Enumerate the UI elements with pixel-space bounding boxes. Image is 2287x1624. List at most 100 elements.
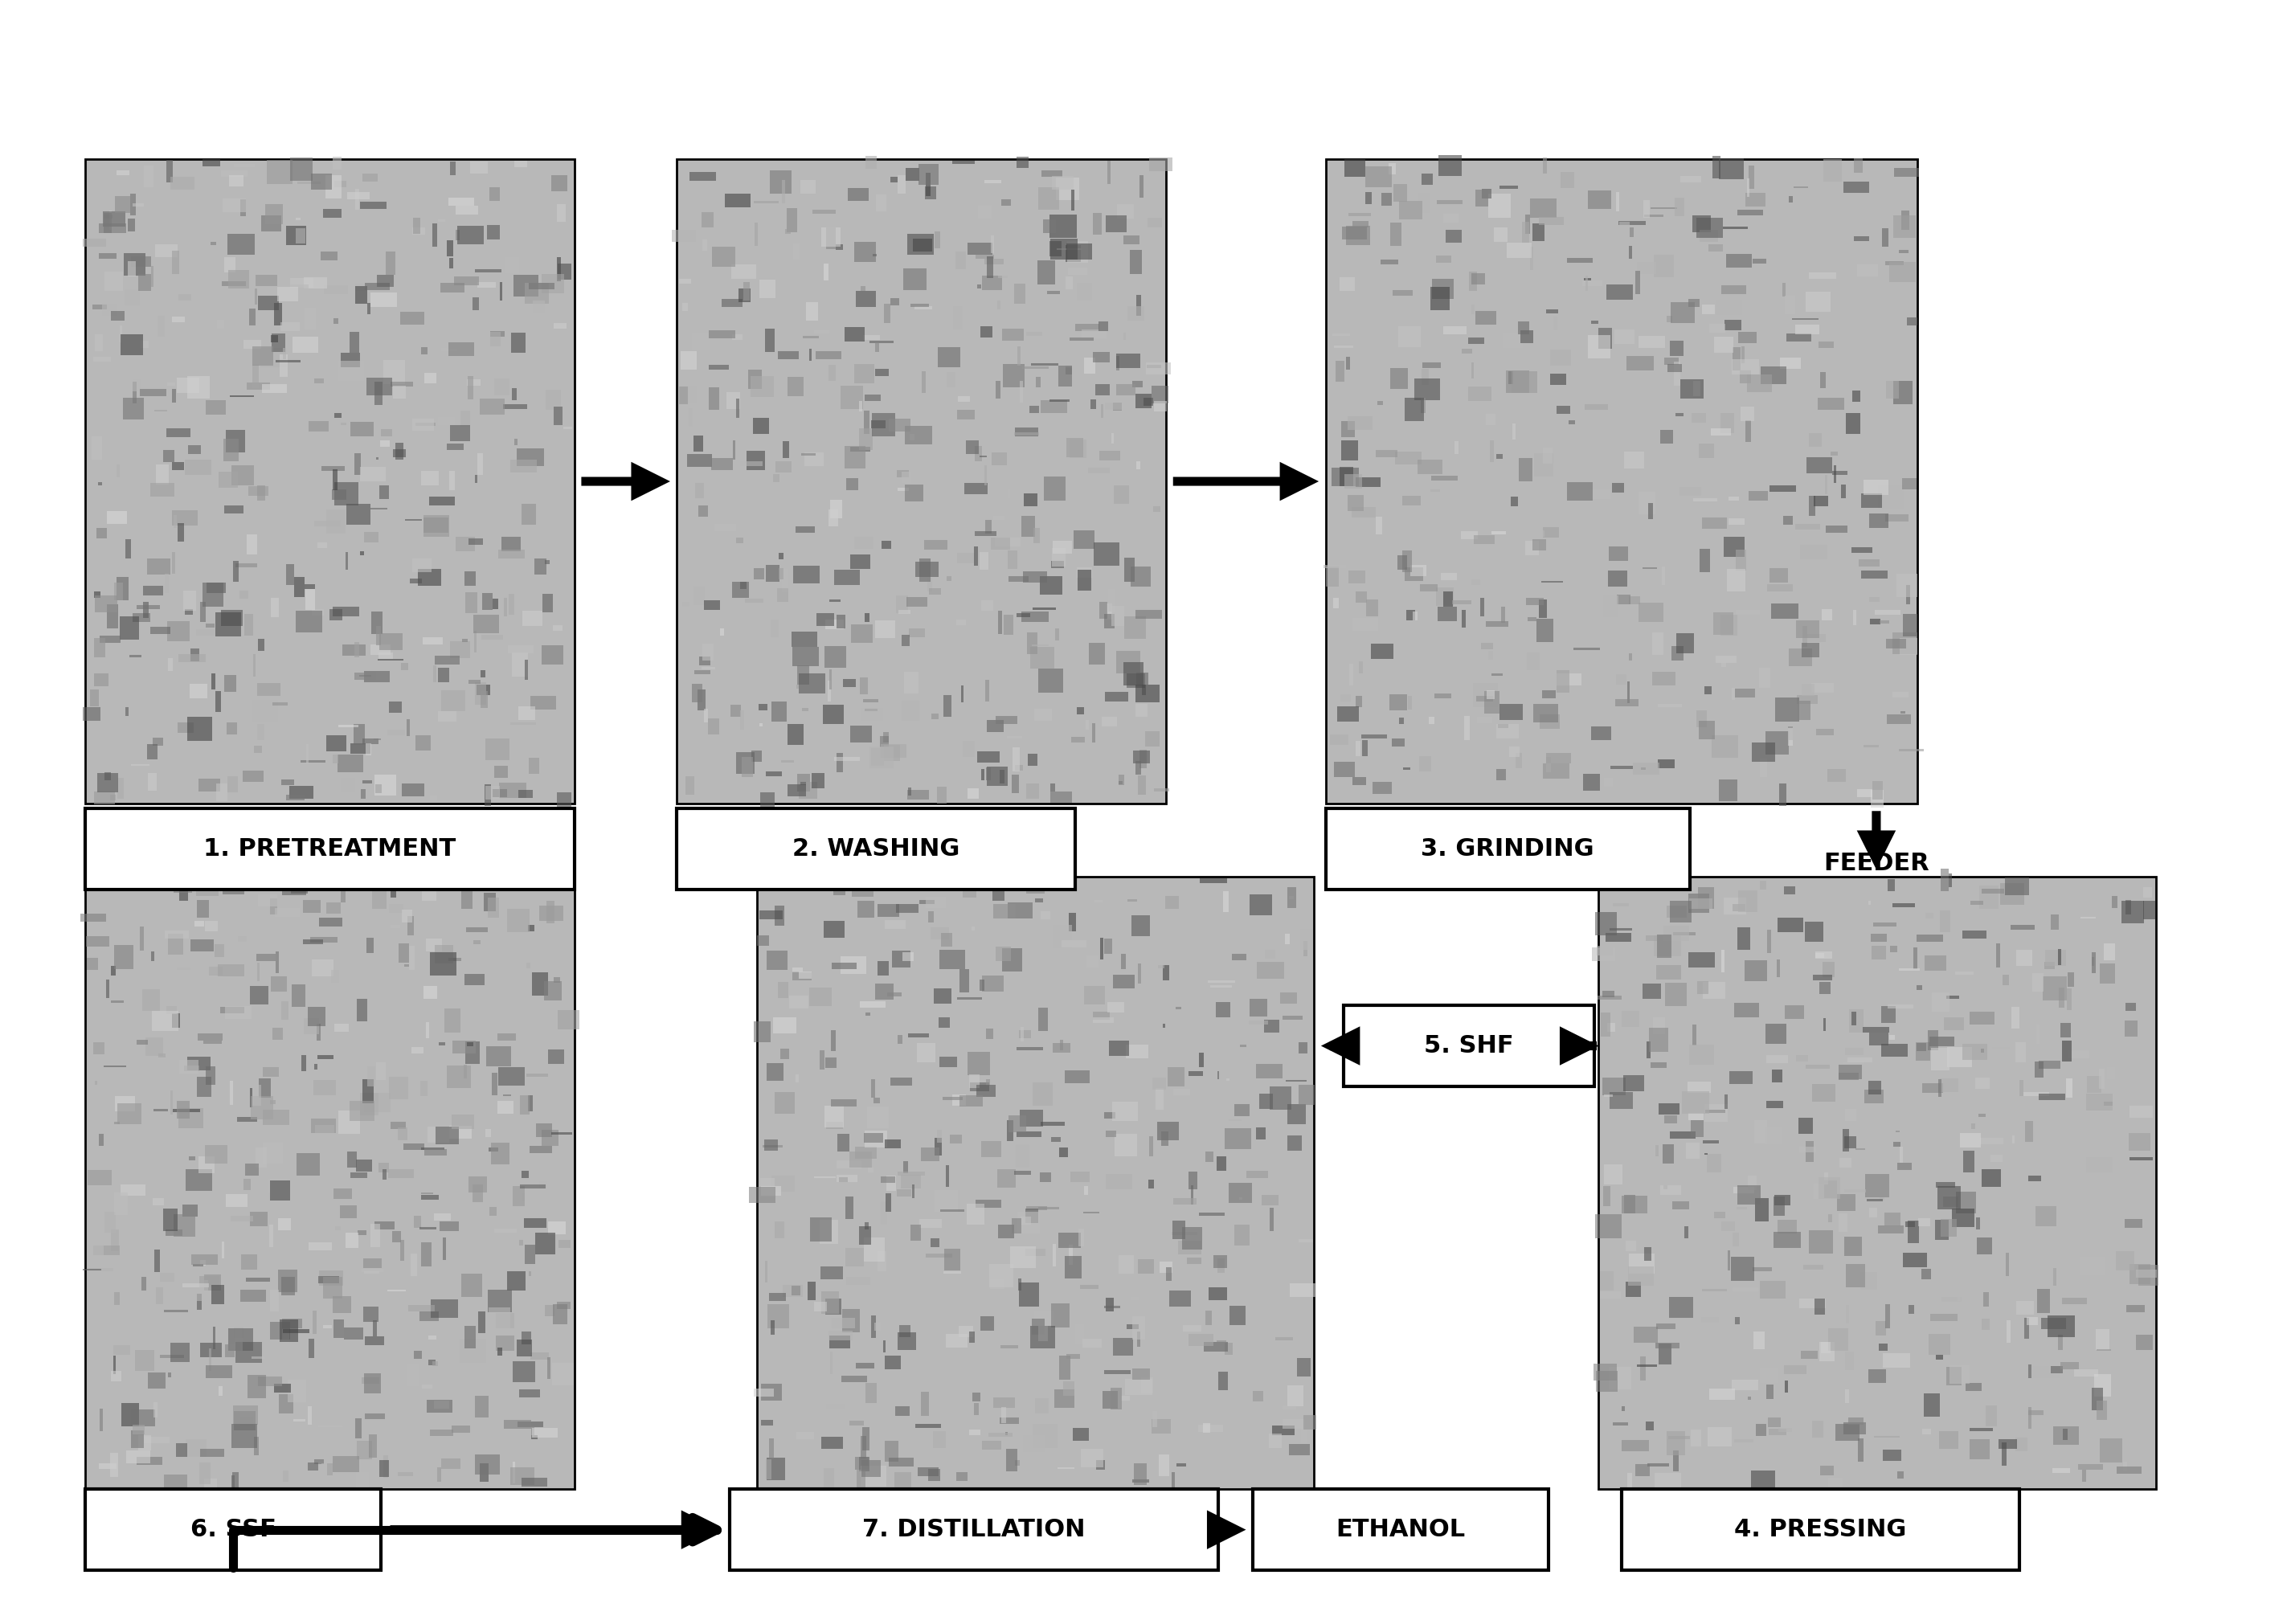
Bar <box>1795 1056 1807 1062</box>
Bar <box>988 767 1009 786</box>
Bar <box>87 935 110 947</box>
Bar <box>300 760 325 762</box>
Bar <box>704 599 720 611</box>
Bar <box>519 706 535 721</box>
Bar <box>2029 1408 2031 1429</box>
Bar <box>798 971 812 979</box>
Bar <box>1930 1047 1949 1070</box>
Bar <box>1262 1195 1278 1205</box>
Bar <box>1825 474 1827 494</box>
Bar <box>389 1077 409 1099</box>
Bar <box>165 931 188 939</box>
Bar <box>270 1099 274 1104</box>
Bar <box>1839 1065 1862 1080</box>
Bar <box>1862 494 1882 508</box>
Bar <box>1068 240 1089 263</box>
Bar <box>1905 585 1910 604</box>
Bar <box>1331 468 1358 486</box>
Bar <box>1939 1431 1958 1449</box>
Bar <box>226 776 238 793</box>
Bar <box>1077 283 1093 300</box>
Bar <box>958 554 974 564</box>
Bar <box>1272 1426 1294 1436</box>
Bar <box>1377 516 1381 534</box>
Bar <box>2038 1060 2061 1069</box>
Bar <box>199 1276 220 1288</box>
Bar <box>830 669 832 689</box>
Bar <box>1672 646 1683 661</box>
Bar <box>702 239 707 250</box>
Bar <box>940 950 965 970</box>
Bar <box>1203 1423 1210 1432</box>
Bar <box>1050 214 1077 239</box>
Bar <box>354 284 368 291</box>
Bar <box>2095 1330 2109 1350</box>
Bar <box>974 1403 979 1415</box>
Bar <box>1512 497 1519 507</box>
Bar <box>387 729 405 736</box>
Bar <box>789 996 810 1009</box>
Bar <box>220 1387 222 1395</box>
Bar <box>1487 414 1496 425</box>
Bar <box>364 1307 377 1322</box>
Bar <box>240 198 247 216</box>
Bar <box>1063 1382 1075 1395</box>
Bar <box>1795 620 1820 638</box>
Bar <box>535 1233 556 1254</box>
Bar <box>290 888 309 893</box>
Bar <box>98 253 117 258</box>
Bar <box>293 336 318 352</box>
Bar <box>1647 1463 1670 1466</box>
Bar <box>382 429 391 437</box>
Bar <box>1125 674 1146 687</box>
Bar <box>387 1289 407 1291</box>
Bar <box>270 1181 290 1200</box>
Bar <box>757 935 768 947</box>
Bar <box>1020 1283 1038 1306</box>
Bar <box>185 1439 206 1457</box>
Bar <box>837 1134 848 1151</box>
Bar <box>370 611 382 633</box>
Bar <box>2127 1304 2145 1312</box>
Bar <box>1933 992 1949 1012</box>
Bar <box>778 981 789 997</box>
Bar <box>1969 1439 1990 1460</box>
Bar <box>105 214 112 219</box>
Bar <box>389 702 403 713</box>
Bar <box>1596 1215 1621 1237</box>
Bar <box>938 1017 949 1028</box>
Bar <box>1025 1249 1045 1255</box>
Bar <box>1644 214 1663 218</box>
Bar <box>373 739 382 741</box>
Bar <box>983 464 988 486</box>
Bar <box>1342 421 1354 437</box>
Bar <box>1850 547 1873 552</box>
Bar <box>1054 628 1059 640</box>
Bar <box>963 875 977 896</box>
Bar <box>412 218 421 234</box>
Bar <box>114 197 130 213</box>
Bar <box>1610 929 1633 931</box>
Bar <box>1859 1215 1871 1221</box>
Bar <box>172 177 194 190</box>
Bar <box>890 297 899 305</box>
Bar <box>1626 1281 1642 1298</box>
Bar <box>1976 1218 1981 1229</box>
Bar <box>2045 950 2065 966</box>
Bar <box>794 244 800 260</box>
Bar <box>2125 900 2131 914</box>
Bar <box>1070 338 1093 341</box>
Bar <box>176 1101 190 1119</box>
Bar <box>1020 1026 1022 1041</box>
Bar <box>1153 1397 1176 1419</box>
Bar <box>1697 710 1706 728</box>
Bar <box>123 398 144 419</box>
Bar <box>114 1194 128 1215</box>
Bar <box>364 1093 391 1112</box>
Bar <box>469 375 473 400</box>
Bar <box>1356 591 1368 603</box>
Bar <box>403 783 425 796</box>
Bar <box>302 940 322 945</box>
Bar <box>791 646 819 666</box>
Bar <box>190 648 199 661</box>
